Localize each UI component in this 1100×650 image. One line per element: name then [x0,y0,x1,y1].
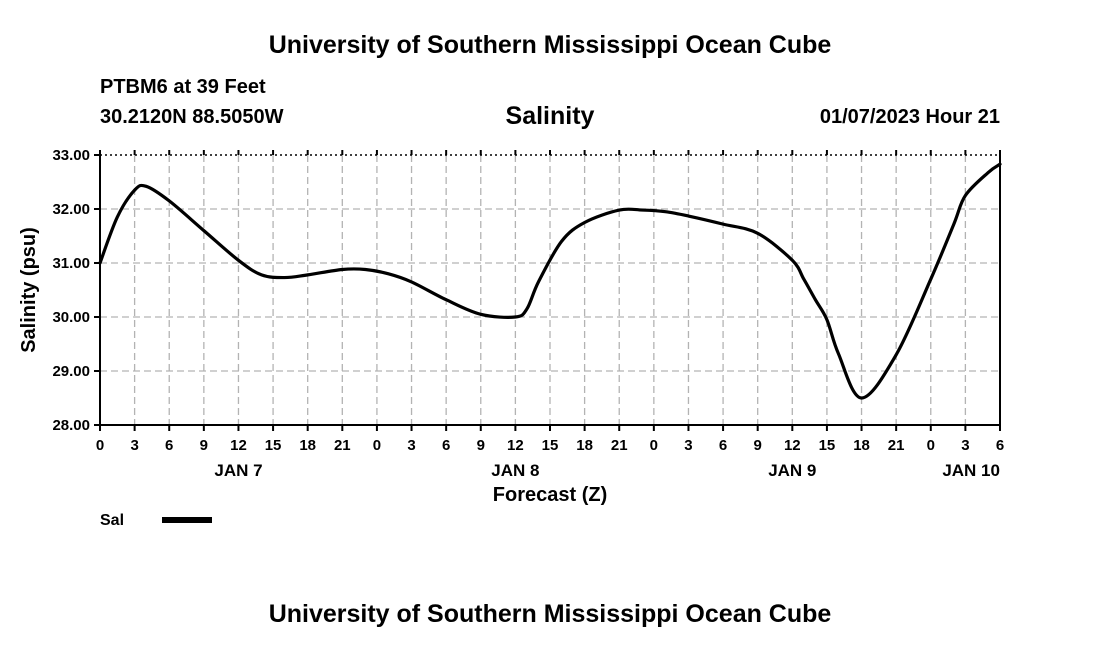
x-tick-label: 18 [576,437,593,454]
coordinates-label: 30.2120N 88.5050W [100,106,284,128]
x-tick-label: 6 [165,437,173,454]
x-tick-label: 6 [442,437,450,454]
x-tick-label: 12 [507,437,524,454]
x-tick-label: 15 [819,437,836,454]
x-tick-label: 6 [719,437,727,454]
footer-title: University of Southern Mississippi Ocean… [268,600,832,628]
x-tick-label: 3 [684,437,692,454]
x-tick-label: 18 [299,437,316,454]
page-title: University of Southern Mississippi Ocean… [268,31,832,59]
x-tick-label: 6 [996,437,1004,454]
x-tick-label: 3 [130,437,138,454]
chart-title: Salinity [505,102,595,130]
station-label: PTBM6 at 39 Feet [100,76,266,98]
legend-label: Sal [100,512,124,529]
x-tick-label: 0 [373,437,381,454]
legend: Sal [100,512,212,529]
x-tick-label: 18 [853,437,870,454]
date-label: JAN 9 [768,461,816,480]
x-tick-label: 12 [230,437,247,454]
y-axis-title: Salinity (psu) [18,227,40,353]
x-tick-label: 3 [407,437,415,454]
x-tick-label: 0 [650,437,658,454]
x-tick-label: 21 [334,437,351,454]
x-tick-label: 0 [96,437,104,454]
y-tick-label: 28.00 [52,417,90,434]
date-label: JAN 8 [491,461,539,480]
x-tick-label: 12 [784,437,801,454]
x-tick-label: 21 [611,437,628,454]
x-tick-label: 21 [888,437,905,454]
x-tick-label: 15 [542,437,559,454]
grid-lines [100,154,1000,425]
x-tick-label: 9 [200,437,208,454]
y-tick-label: 31.00 [52,255,90,272]
series-layer [98,162,1002,400]
y-tick-label: 29.00 [52,363,90,380]
y-tick-label: 32.00 [52,201,90,218]
date-label: JAN 7 [214,461,262,480]
x-tick-label: 3 [961,437,969,454]
y-tick-label: 33.00 [52,147,90,164]
date-label: JAN 10 [942,461,1000,480]
x-tick-label: 9 [754,437,762,454]
x-tick-label: 0 [927,437,935,454]
series-line-sal [98,162,1002,400]
x-tick-label: 9 [477,437,485,454]
x-axis-title: Forecast (Z) [493,484,607,506]
forecast-datetime: 01/07/2023 Hour 21 [819,106,1000,128]
x-tick-label: 15 [265,437,282,454]
y-tick-label: 30.00 [52,309,90,326]
axes: 28.00 29.00 30.00 31.00 32.00 33.00 0 3 6 9 12 15 18… [18,147,1004,506]
